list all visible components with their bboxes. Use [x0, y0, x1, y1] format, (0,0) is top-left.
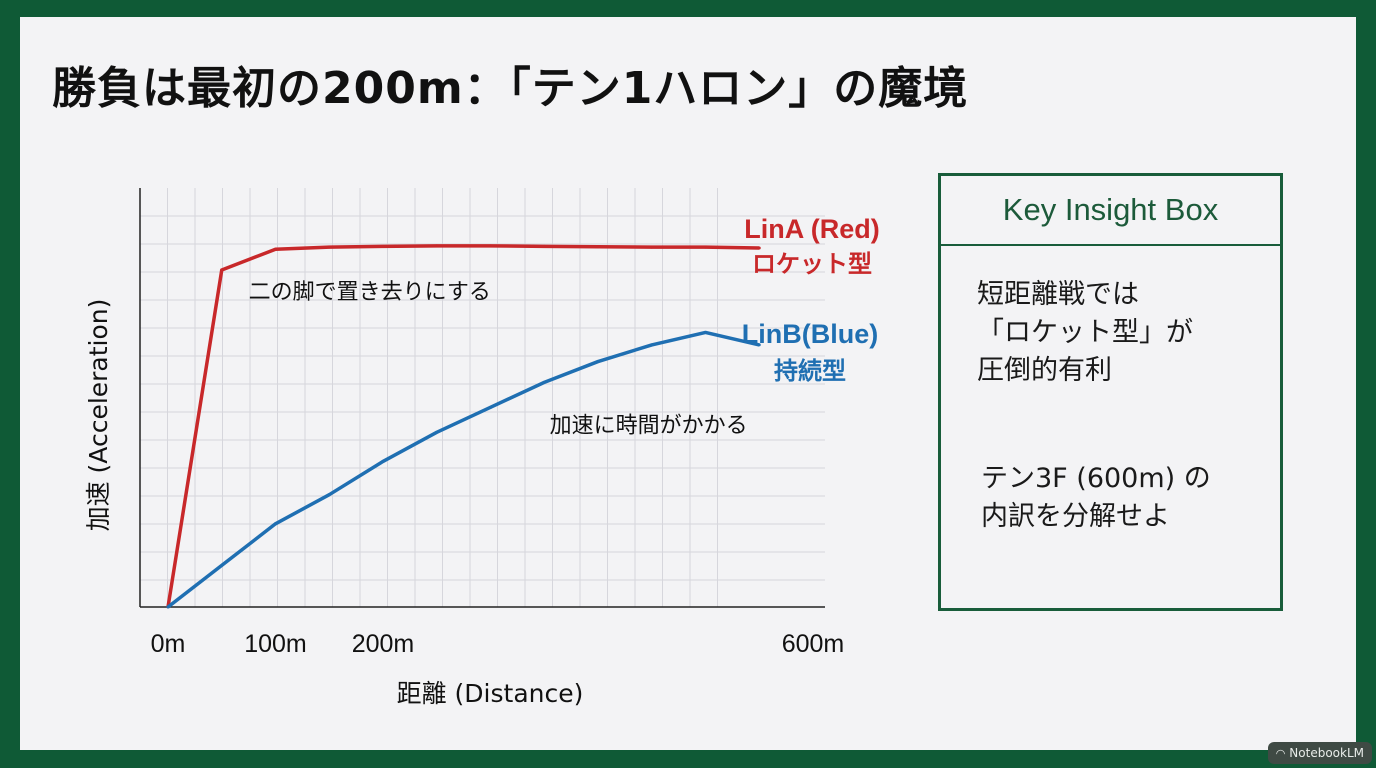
data-point — [650, 343, 654, 347]
data-point — [757, 246, 761, 250]
data-point — [381, 459, 385, 463]
x-tick-label: 200m — [352, 630, 415, 658]
data-point — [596, 360, 600, 364]
data-point — [542, 380, 546, 384]
x-axis-label: 距離 (Distance) — [397, 679, 584, 708]
data-point — [220, 268, 224, 272]
series-line-lina — [166, 244, 760, 608]
chart-annotation: 二の脚で置き去りにする — [249, 280, 491, 305]
key-insight-box: Key Insight Box 短距離戦では 「ロケット型」が 圧倒的有利 テン… — [938, 173, 1283, 611]
chart-annotation: 加速に時間がかかる — [550, 413, 748, 438]
y-axis-label: 加速 (Acceleration) — [84, 299, 113, 532]
data-point — [274, 522, 277, 526]
data-point — [757, 343, 761, 347]
legend-subtitle: 持続型 — [774, 357, 846, 385]
x-tick-label: 0m — [151, 630, 186, 658]
data-point — [489, 405, 492, 409]
data-point — [166, 605, 170, 609]
legend-label: LinB(Blue) — [742, 319, 878, 349]
data-point — [489, 244, 492, 248]
data-point — [327, 245, 331, 249]
data-point — [327, 493, 331, 497]
data-point — [704, 245, 707, 249]
x-tick-label: 100m — [244, 630, 307, 658]
data-point — [435, 244, 439, 248]
badge-label: NotebookLM — [1289, 746, 1364, 760]
legend-label: LinA (Red) — [744, 214, 879, 244]
page-title: 勝負は最初の200m：「テン1ハロン」の魔境 — [52, 63, 969, 114]
notebooklm-badge[interactable]: ◠ NotebookLM — [1267, 742, 1372, 764]
data-point — [704, 330, 707, 334]
x-tick-label: 600m — [782, 630, 845, 658]
series-line-linb — [166, 330, 760, 609]
data-point — [381, 244, 385, 248]
data-point — [542, 244, 546, 248]
insight-header: Key Insight Box — [941, 176, 1280, 246]
data-point — [650, 245, 654, 249]
legend-subtitle: ロケット型 — [752, 250, 872, 278]
data-point — [596, 245, 600, 249]
insight-text-breakdown: テン3F (600m) の 内訳を分解せよ — [981, 463, 1211, 532]
data-point — [435, 430, 439, 434]
insight-text-rocket: 短距離戦では 「ロケット型」が 圧倒的有利 — [977, 279, 1193, 386]
data-point — [220, 563, 224, 567]
data-point — [274, 247, 277, 251]
notebooklm-icon: ◠ — [1275, 746, 1286, 760]
